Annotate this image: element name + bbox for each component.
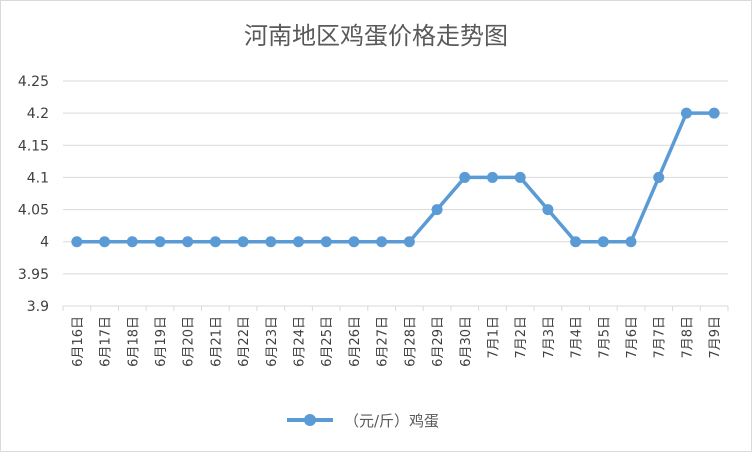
data-point xyxy=(209,236,221,248)
data-point xyxy=(376,236,388,248)
x-tick-label: 7月5日 xyxy=(597,316,612,359)
data-point xyxy=(320,236,332,248)
x-tick-label: 6月28日 xyxy=(403,316,418,367)
data-point xyxy=(680,107,692,119)
y-tick-label: 3.95 xyxy=(18,267,49,283)
x-tick-label: 6月22日 xyxy=(237,316,252,367)
data-point xyxy=(486,171,498,183)
y-tick-label: 4.2 xyxy=(27,106,49,122)
y-tick-label: 4 xyxy=(40,235,49,251)
x-tick-label: 6月18日 xyxy=(126,316,141,367)
data-point xyxy=(99,236,111,248)
data-point xyxy=(182,236,194,248)
data-point xyxy=(459,171,471,183)
data-point xyxy=(542,204,554,216)
data-point xyxy=(431,204,443,216)
chart-title: 河南地区鸡蛋价格走势图 xyxy=(244,22,508,50)
x-tick-label: 6月27日 xyxy=(376,316,391,367)
x-tick-label: 6月25日 xyxy=(320,316,335,367)
data-point xyxy=(625,236,637,248)
data-point xyxy=(597,236,609,248)
data-point xyxy=(237,236,249,248)
data-point xyxy=(71,236,83,248)
x-tick-label: 7月7日 xyxy=(653,316,668,359)
data-point xyxy=(265,236,277,248)
x-tick-label: 6月26日 xyxy=(348,316,363,367)
x-tick-label: 6月23日 xyxy=(265,316,280,367)
x-axis-ticks: 6月16日 6月17日 6月18日 6月19日 6月20日 6月21日 6月22日 6月23日… xyxy=(71,316,723,367)
series-layer xyxy=(71,107,720,248)
x-tick-label: 7月3日 xyxy=(542,316,557,359)
y-axis-ticks: 3.9 3.95 4 4.05 4.1 4.15 4.2 4.25 xyxy=(18,74,49,315)
data-point xyxy=(403,236,415,248)
x-tick-label: 6月21日 xyxy=(209,316,224,367)
data-point xyxy=(126,236,138,248)
gridlines xyxy=(62,80,729,311)
x-tick-label: 6月30日 xyxy=(459,316,474,367)
y-tick-label: 4.15 xyxy=(18,138,49,154)
x-tick-label: 7月1日 xyxy=(486,316,501,359)
x-tick-label: 6月20日 xyxy=(182,316,197,367)
data-point xyxy=(653,171,665,183)
y-tick-label: 4.25 xyxy=(18,74,49,90)
y-tick-label: 3.9 xyxy=(27,299,49,315)
x-tick-label: 6月29日 xyxy=(431,316,446,367)
data-point xyxy=(154,236,166,248)
y-tick-label: 4.1 xyxy=(27,170,49,186)
data-point xyxy=(570,236,582,248)
data-point xyxy=(293,236,305,248)
data-point xyxy=(708,107,720,119)
x-tick-label: 7月8日 xyxy=(680,316,695,359)
x-tick-label: 6月16日 xyxy=(71,316,86,367)
data-point xyxy=(514,171,526,183)
legend-marker xyxy=(304,414,316,426)
x-tick-label: 7月4日 xyxy=(570,316,585,359)
legend-label: （元/斤）鸡蛋 xyxy=(344,412,439,430)
x-tick-label: 6月24日 xyxy=(293,316,308,367)
x-tick-label: 6月17日 xyxy=(99,316,114,367)
x-tick-label: 7月2日 xyxy=(514,316,529,359)
x-tick-label: 6月19日 xyxy=(154,316,169,367)
x-tick-label: 7月6日 xyxy=(625,316,640,359)
y-tick-label: 4.05 xyxy=(18,203,49,219)
legend: （元/斤）鸡蛋 xyxy=(287,412,439,430)
data-point xyxy=(348,236,360,248)
x-tick-label: 7月9日 xyxy=(708,316,723,359)
